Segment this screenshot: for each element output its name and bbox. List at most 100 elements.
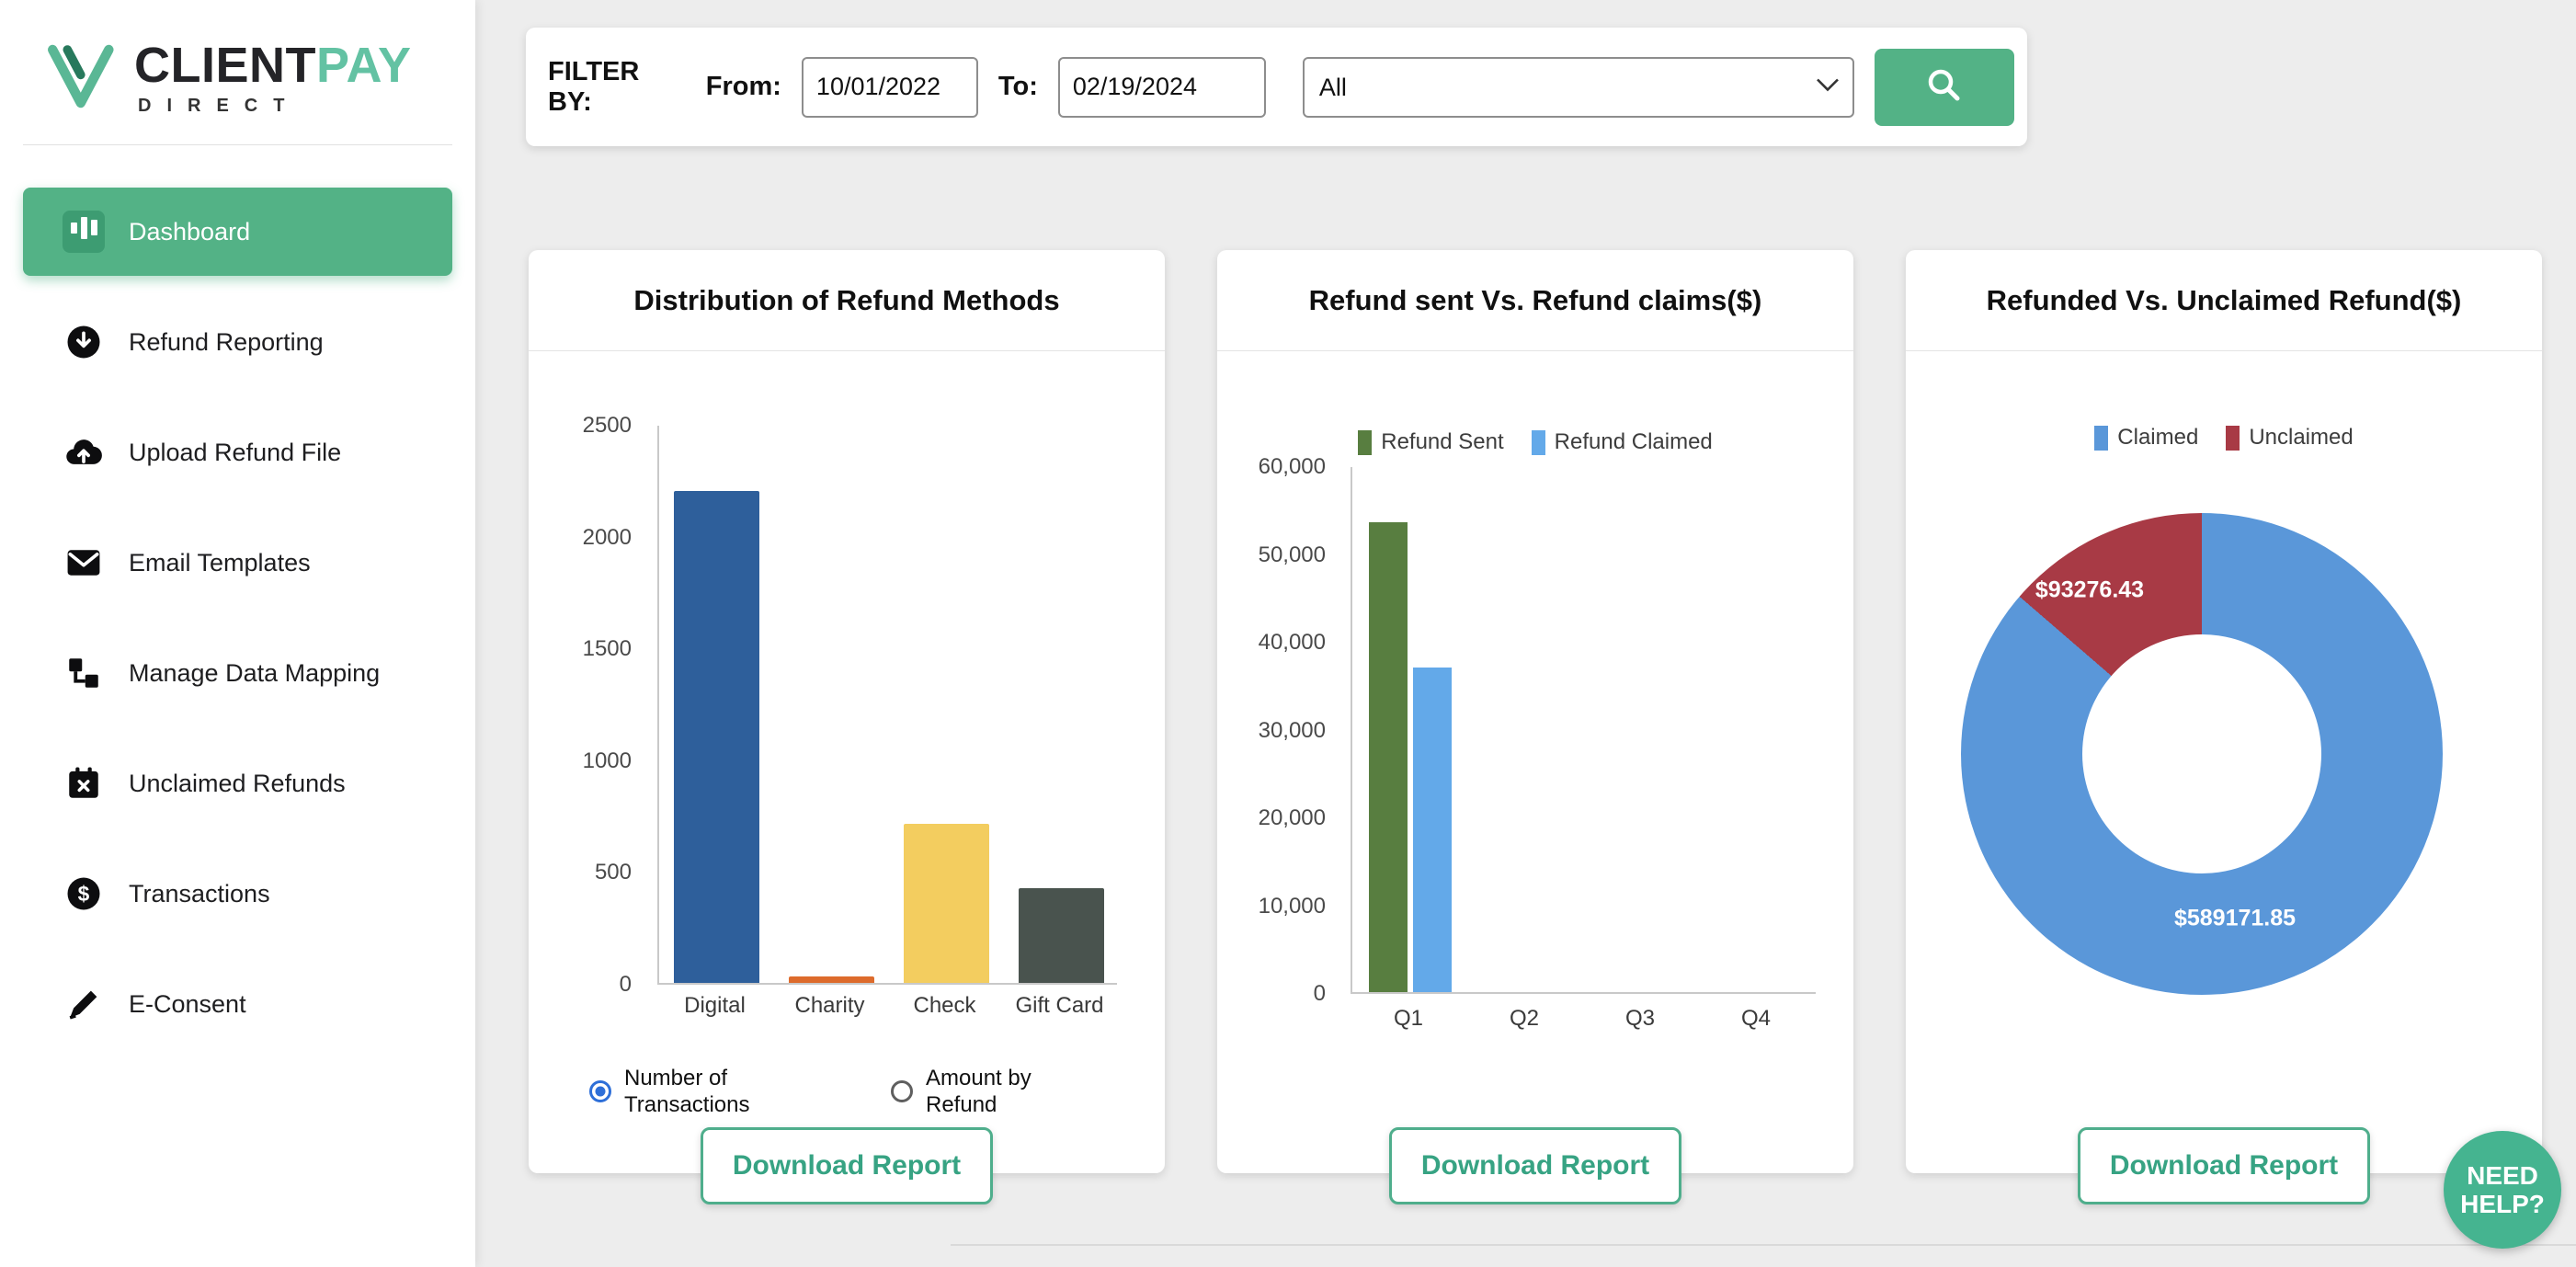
brand-logo: CLIENTPAY DIRECT [0,0,475,117]
bar-q1-refund-sent [1369,522,1408,992]
chart-legend: Refund Sent Refund Claimed [1217,429,1853,455]
legend-refund-sent: Refund Sent [1358,429,1503,455]
need-help-line1: NEED [2467,1161,2538,1190]
bar-group-q4 [1700,467,1816,992]
y-axis-tick-label: 40,000 [1259,630,1326,656]
to-date-input[interactable] [1058,57,1266,118]
sidebar-item-manage-data-mapping[interactable]: Manage Data Mapping [23,629,452,717]
x-axis-labels: DigitalCharityCheckGift Card [657,993,1117,1019]
to-label: To: [998,72,1038,102]
radio-button-unselected[interactable] [891,1080,913,1102]
legend-label: Refund Claimed [1555,429,1713,455]
bar-chart-icon [63,211,105,253]
bar-gift-card [1019,888,1104,983]
card-title: Refunded Vs. Unclaimed Refund($) [1906,250,2542,351]
bar-group-q2 [1468,467,1584,992]
bar-slot [889,426,1004,983]
legend-swatch [2094,426,2108,451]
bar-group-q3 [1584,467,1700,992]
from-date-input[interactable] [802,57,978,118]
dollar-circle-icon: $ [63,873,105,915]
bar-slot [659,426,774,983]
sidebar-item-label: Manage Data Mapping [129,659,380,688]
chart-mode-radios: Number of Transactions Amount by Refund [589,1065,1056,1118]
y-axis-tick-label: 1500 [583,636,632,662]
x-axis-category-label: Q4 [1698,1006,1814,1032]
sidebar-item-label: E-Consent [129,990,246,1019]
radio-number-of-transactions[interactable]: Number of Transactions [589,1065,782,1118]
sidebar-item-email-templates[interactable]: Email Templates [23,519,452,607]
status-select-wrap: All [1303,57,1854,118]
bar-slot [1004,426,1119,983]
filter-bar: FILTER BY: From: To: All [526,28,2027,146]
sidebar-item-unclaimed-refunds[interactable]: Unclaimed Refunds [23,739,452,828]
y-axis-tick-label: 20,000 [1259,805,1326,831]
bar-q1-refund-claimed [1413,668,1452,992]
legend-swatch [1532,430,1545,455]
from-label: From: [706,72,781,102]
doughnut-value-unclaimed: $93276.43 [2035,577,2144,604]
brand-name-pay: PAY [316,38,412,93]
legend-label: Refund Sent [1381,429,1503,455]
x-axis-category-label: Q1 [1351,1006,1466,1032]
search-button[interactable] [1875,49,2014,126]
sidebar-item-dashboard[interactable]: Dashboard [23,188,452,276]
x-axis-category-label: Check [887,993,1002,1019]
sidebar-item-transactions[interactable]: $ Transactions [23,850,452,938]
radio-label: Number of Transactions [624,1065,782,1118]
sidebar: CLIENTPAY DIRECT Dashboard Refund Report… [0,0,475,1267]
card-refunded-vs-unclaimed: Refunded Vs. Unclaimed Refund($) Claimed… [1906,250,2542,1173]
sidebar-item-e-consent[interactable]: E-Consent [23,960,452,1048]
filter-by-label: FILTER BY: [548,57,686,118]
x-axis-category-label: Q3 [1582,1006,1698,1032]
brand-name: CLIENTPAY [134,40,412,90]
y-axis-tick-label: 0 [620,972,632,998]
need-help-button[interactable]: NEED HELP? [2444,1131,2561,1249]
card-refund-sent-vs-claims: Refund sent Vs. Refund claims($) Refund … [1217,250,1853,1173]
sidebar-item-upload-refund-file[interactable]: Upload Refund File [23,408,452,497]
x-axis-category-label: Digital [657,993,772,1019]
card-title: Refund sent Vs. Refund claims($) [1217,250,1853,351]
main-content: FILTER BY: From: To: All Distribution of… [475,0,2576,1267]
x-axis-labels: Q1Q2Q3Q4 [1351,1006,1816,1032]
y-axis-tick-label: 10,000 [1259,894,1326,919]
y-axis-labels: 05001000150020002500 [529,426,644,985]
sidebar-menu: Dashboard Refund Reporting Upload Refund… [0,188,475,1048]
calendar-x-icon [63,762,105,805]
need-help-line2: HELP? [2460,1190,2545,1218]
search-icon [1923,64,1966,109]
download-report-button[interactable]: Download Report [701,1127,993,1204]
legend-label: Unclaimed [2249,425,2353,451]
sidebar-item-label: Upload Refund File [129,439,341,467]
sidebar-item-label: Unclaimed Refunds [129,770,346,798]
radio-button-selected[interactable] [589,1080,611,1102]
sidebar-divider [23,144,452,145]
x-axis-category-label: Q2 [1466,1006,1582,1032]
bar-digital [674,491,759,983]
sidebar-item-label: Dashboard [129,218,250,246]
y-axis-tick-label: 500 [595,860,632,885]
radio-label: Amount by Refund [926,1065,1056,1118]
y-axis-tick-label: 30,000 [1259,718,1326,744]
bar-slot [774,426,889,983]
legend-unclaimed: Unclaimed [2226,425,2353,451]
y-axis-tick-label: 50,000 [1259,542,1326,568]
bar-charity [789,976,874,983]
status-filter-select[interactable]: All [1303,57,1854,118]
envelope-icon [63,542,105,584]
legend-swatch [1358,430,1372,455]
radio-amount-by-refund[interactable]: Amount by Refund [891,1065,1056,1118]
brand-tagline: DIRECT [134,96,412,117]
sidebar-item-refund-reporting[interactable]: Refund Reporting [23,298,452,386]
bar-group-q1 [1352,467,1468,992]
chart-legend: Claimed Unclaimed [1906,425,2542,451]
y-axis-tick-label: 2500 [583,413,632,439]
x-axis-category-label: Charity [772,993,887,1019]
card-title: Distribution of Refund Methods [529,250,1165,351]
sidebar-item-label: Transactions [129,880,270,908]
download-report-button[interactable]: Download Report [1389,1127,1681,1204]
cloud-upload-icon [63,431,105,474]
download-report-button[interactable]: Download Report [2078,1127,2370,1204]
legend-refund-claimed: Refund Claimed [1532,429,1713,455]
sidebar-item-label: Email Templates [129,549,311,577]
